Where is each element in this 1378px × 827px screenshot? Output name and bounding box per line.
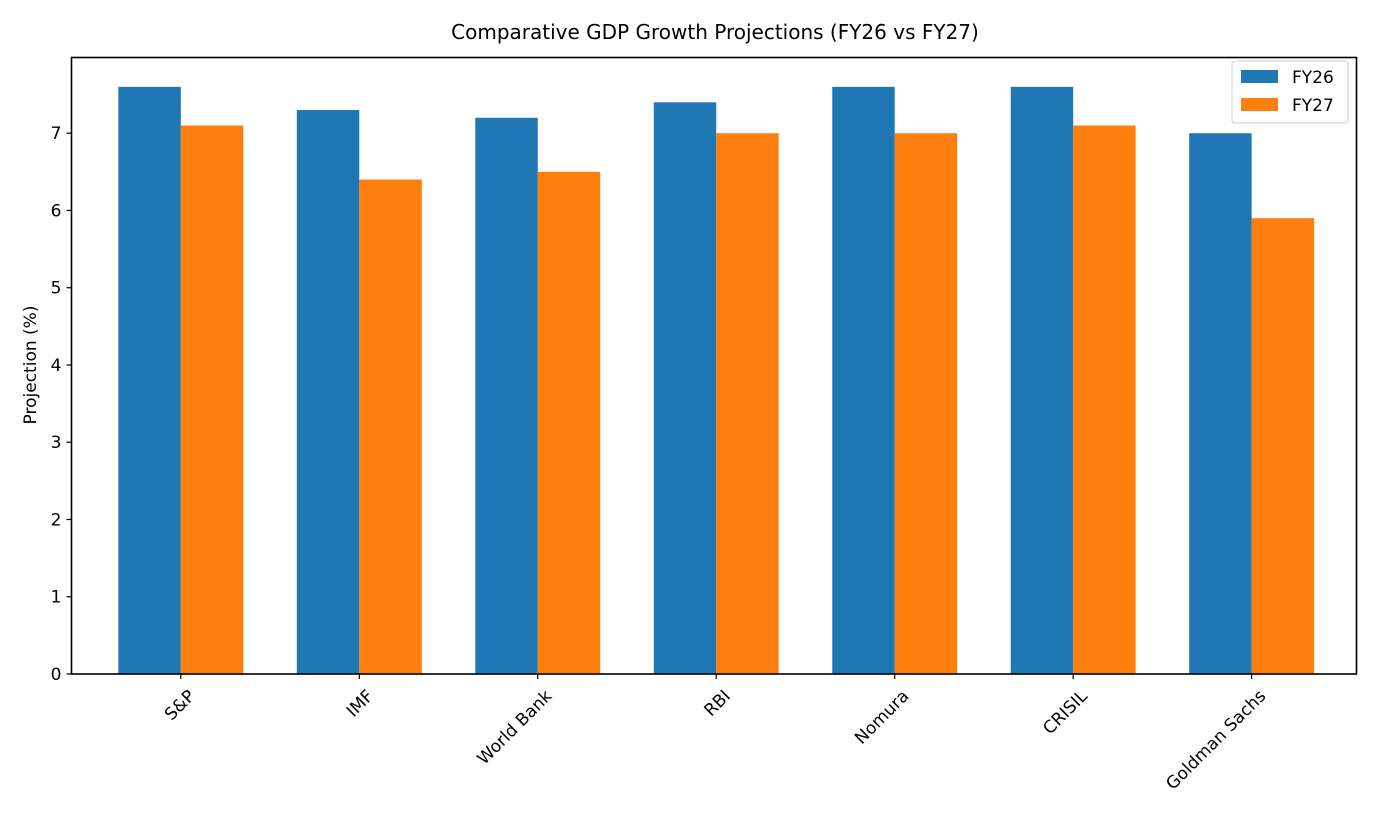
bar-fy26-world-bank (475, 117, 538, 674)
y-tick-label: 0 (51, 665, 62, 685)
y-axis-label: Projection (%) (21, 306, 41, 425)
plot-frame (70, 56, 1358, 675)
y-tick-label: 3 (51, 433, 62, 453)
bar-fy26-s-p (118, 86, 181, 675)
y-tick-label: 6 (51, 201, 62, 221)
legend-swatch-fy26 (1241, 70, 1278, 83)
legend-label-fy26: FY26 (1292, 68, 1334, 88)
y-tick-label: 1 (51, 588, 62, 608)
bar-fy26-crisil (1010, 86, 1074, 675)
bar-fy27-s-p (180, 125, 244, 674)
bar-fy26-goldman-sachs (1189, 133, 1252, 675)
bar-fy26-imf (296, 110, 360, 675)
bar-fy27-crisil (1073, 125, 1136, 674)
bar-fy27-rbi (716, 133, 779, 675)
legend-swatch-fy27 (1241, 98, 1278, 111)
legend: FY26 FY27 (1231, 60, 1349, 124)
y-tick-label: 2 (51, 510, 62, 530)
legend-label-fy27: FY27 (1292, 96, 1334, 116)
y-tick-label: 7 (51, 124, 62, 144)
bar-fy26-nomura (832, 86, 895, 675)
bars-group (118, 86, 1315, 675)
chart-title: Comparative GDP Growth Projections (FY26… (451, 20, 979, 44)
y-tick-label: 4 (51, 356, 62, 376)
bar-fy27-nomura (894, 133, 958, 675)
bar-fy27-goldman-sachs (1251, 218, 1315, 675)
bar-fy26-rbi (653, 102, 717, 674)
bar-fy27-imf (359, 179, 422, 674)
bar-fy27-world-bank (537, 171, 601, 674)
y-tick-label: 5 (51, 279, 62, 299)
y-axis: 0 1 2 3 4 5 6 7 (51, 124, 72, 685)
